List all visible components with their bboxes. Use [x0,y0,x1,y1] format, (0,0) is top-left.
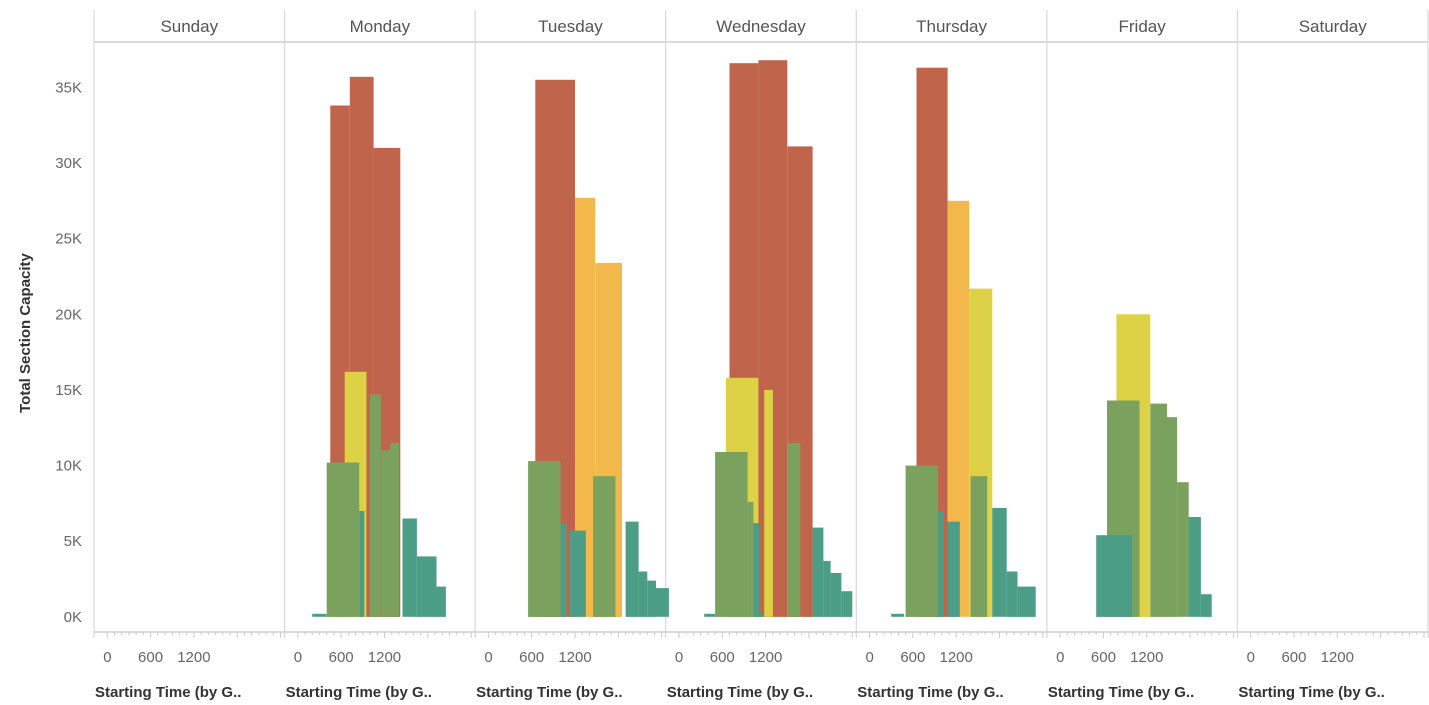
x-tick-label: 600 [519,649,544,666]
x-tick-label: 0 [675,649,683,666]
x-axis-label: Starting Time (by G.. [286,684,432,701]
bar-wednesday-10 [830,573,842,617]
x-tick-label: 0 [1056,649,1064,666]
x-tick-label: 600 [900,649,925,666]
bar-tuesday-7 [625,521,639,617]
x-axis-label: Starting Time (by G.. [95,684,241,701]
bar-tuesday-6 [593,476,616,617]
bar-wednesday-8 [812,527,824,617]
bar-friday-2 [1150,403,1167,617]
bars [312,60,1212,617]
bar-tuesday-10 [655,588,669,617]
bar-friday-6 [1200,594,1212,617]
bar-monday-6 [370,394,381,617]
bar-monday-9 [402,518,417,617]
bar-monday-7 [380,450,391,617]
bar-thursday-4 [938,511,944,617]
x-tick-label: 1200 [749,649,782,666]
bar-monday-4 [326,462,360,617]
y-tick-label: 35K [55,79,82,96]
x-axis: 0 600 1200 Starting Time (by G.. 0 600 1200 Sta… [95,632,1425,701]
bar-friday-5 [1188,517,1201,617]
day-label-tuesday: Tuesday [538,17,603,36]
bar-wednesday-13 [759,613,765,617]
bar-thursday-8 [1006,571,1018,617]
x-axis-label: Starting Time (by G.. [667,684,813,701]
bar-thursday-10 [891,613,905,617]
bar-thursday-6 [970,476,988,617]
x-tick-label: 1200 [1130,649,1163,666]
bar-wednesday-6 [747,501,754,617]
bar-wednesday-7 [787,442,801,617]
x-tick-label: 1200 [368,649,401,666]
bar-friday-7 [1096,535,1133,617]
bar-tuesday-3 [528,461,561,617]
day-label-sunday: Sunday [160,17,218,36]
x-tick-label: 600 [710,649,735,666]
bar-wednesday-5 [715,452,748,617]
x-tick-label: 1200 [1321,649,1354,666]
day-header: Sunday Monday Tuesday Wednesday Thursday Frid… [94,17,1428,43]
y-tick-label: 25K [55,231,82,248]
x-tick-label: 600 [329,649,354,666]
bar-monday-11 [436,586,446,617]
x-tick-label: 0 [1247,649,1255,666]
bar-tuesday-4 [560,523,567,617]
y-tick-label: 20K [55,306,82,323]
bar-wednesday-14 [704,613,715,617]
x-tick-label: 1200 [558,649,591,666]
bar-wednesday-12 [753,523,760,617]
y-tick-label: 30K [55,155,82,172]
bar-thursday-7 [992,507,1007,617]
day-label-saturday: Saturday [1299,17,1368,36]
x-tick-label: 600 [138,649,163,666]
bar-tuesday-5 [570,530,586,617]
bar-monday-5 [359,511,365,617]
day-label-friday: Friday [1119,17,1167,36]
bar-thursday-9 [1017,586,1036,617]
bar-monday-8 [390,442,399,617]
x-axis-label: Starting Time (by G.. [476,684,622,701]
bar-monday-10 [417,556,437,617]
x-tick-label: 0 [484,649,492,666]
x-tick-label: 600 [1091,649,1116,666]
x-axis-label: Starting Time (by G.. [857,684,1003,701]
day-label-monday: Monday [350,17,411,36]
y-tick-label: 5K [64,533,82,550]
bar-wednesday-11 [841,591,853,617]
day-label-wednesday: Wednesday [716,17,806,36]
bar-friday-3 [1167,417,1178,617]
bar-thursday-1 [947,200,970,617]
y-tick-label: 10K [55,458,82,475]
y-tick-label: 0K [64,609,82,626]
day-label-thursday: Thursday [916,17,987,36]
x-tick-label: 600 [1281,649,1306,666]
x-tick-label: 0 [294,649,302,666]
panel-grid [93,10,1429,638]
bar-wednesday-9 [823,560,831,617]
bar-tuesday-9 [647,580,656,617]
y-axis-label: Total Section Capacity [17,252,34,412]
x-tick-label: 0 [866,649,874,666]
x-axis-label: Starting Time (by G.. [1048,684,1194,701]
x-tick-label: 1200 [939,649,972,666]
y-tick-label: 15K [55,382,82,399]
bar-monday-12 [312,613,327,617]
x-tick-label: 0 [103,649,111,666]
bar-thursday-3 [905,465,939,617]
bar-tuesday-8 [638,571,648,617]
bar-thursday-5 [947,521,960,617]
bar-tuesday-1 [575,197,596,617]
bar-friday-4 [1177,482,1189,617]
x-tick-label: 1200 [177,649,210,666]
bar-wednesday-4 [764,389,773,617]
x-axis-label: Starting Time (by G.. [1238,684,1384,701]
y-axis: Total Section Capacity 0K 5K 10K 15K 20K 25K 3… [17,79,82,626]
